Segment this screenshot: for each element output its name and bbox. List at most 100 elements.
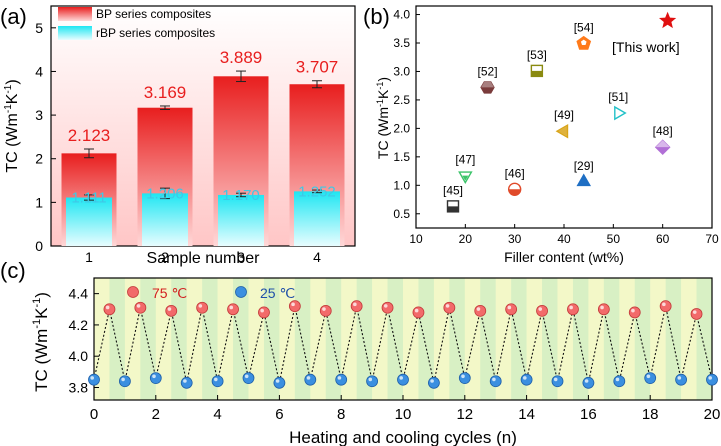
panel-c: 3.8 4.0 4.2 4.4 0 2 4 6 8 10 12 14 16 18 20 75 ℃ 25 ℃… <box>0 258 720 446</box>
panel-c-point-25c-highlight <box>306 376 311 380</box>
panel-c-point-75c <box>196 301 209 314</box>
panel-a-y-axis: 0 1 2 3 4 5 <box>35 20 56 254</box>
panel-c-point-75c-highlight <box>353 302 357 307</box>
panel-c-point-75c-highlight <box>291 302 295 307</box>
panel-a-bars <box>61 70 345 247</box>
panel-b-point-53-fill <box>531 70 543 77</box>
panel-c-point-75c <box>165 304 178 317</box>
panel-a-value-label-bp: 3.889 <box>220 48 263 67</box>
panel-c-point-25c-highlight <box>584 379 589 383</box>
panel-c-label: (c) <box>0 258 26 283</box>
panel-b-point-49-fill <box>558 126 567 137</box>
panel-c-x-tick-label: 2 <box>152 406 160 423</box>
panel-b-x-tick-label: 40 <box>557 232 571 246</box>
panel-c-point-75c-highlight <box>662 302 666 307</box>
panel-c-point-25c-highlight <box>492 377 496 382</box>
panel-a: 0 1 2 3 4 5 1 2 3 4 2.123 3.169 3.889 3.707 1.111 1.2… <box>0 4 356 267</box>
panel-c-x-axis-title: Heating and cooling cycles (n) <box>289 428 517 446</box>
panel-a-x-axis-title: Sample number <box>147 250 261 267</box>
panel-b-x-tick-label: 50 <box>607 232 621 246</box>
panel-b-point-54-label: [54] <box>574 21 594 35</box>
panel-a-data-labels: 2.123 3.169 3.889 3.707 1.111 1.206 1.170 1.252 <box>68 48 339 206</box>
panel-c-point-75c <box>350 300 363 313</box>
panel-c-point-75c-highlight <box>445 304 450 308</box>
panel-c-point-25c-highlight <box>399 376 404 380</box>
panel-c-band <box>696 278 713 400</box>
panel-c-point-25c-highlight <box>461 374 465 379</box>
legend-label-bp: BP series composites <box>96 7 211 21</box>
panel-c-point-25c-highlight <box>337 376 342 380</box>
panel-c-point-25c-highlight <box>368 377 373 382</box>
panel-c-point-25c-highlight <box>152 374 156 379</box>
panel-b-point-52 <box>480 81 495 94</box>
panel-b-x-tick-label: 20 <box>459 232 473 246</box>
panel-b-point-52-shade <box>481 81 495 88</box>
panel-b-point-51 <box>614 105 627 121</box>
panel-b: 0.51.01.52.02.53.03.54.0 10 20 30 40 50 60 70 … <box>363 4 719 265</box>
panel-c-point-25c-highlight <box>646 374 651 379</box>
panel-c-point-75c-highlight <box>383 304 388 308</box>
panel-b-point-47-fill <box>462 175 469 181</box>
panel-b-y-tick-label: 0.5 <box>393 207 410 221</box>
panel-b-x-tick-label: 30 <box>508 232 522 246</box>
panel-c-point-75c <box>443 301 456 314</box>
panel-c-y-tick-label: 3.8 <box>69 379 89 395</box>
panel-a-y-axis-title: TC (Wm-1K-1) <box>3 79 21 172</box>
panel-c-point-25c-highlight <box>214 377 218 382</box>
panel-c-point-75c-highlight <box>105 305 110 310</box>
panel-c-point-75c <box>597 303 610 316</box>
legend-label-25c: 25 ℃ <box>260 285 295 301</box>
panel-a-bar-rbp <box>218 194 264 246</box>
panel-c-point-25c <box>88 373 100 386</box>
panel-b-y-tick-label: 3.5 <box>393 36 410 50</box>
panel-a-value-label-bp: 3.169 <box>144 83 187 102</box>
panel-a-bar-rbp <box>294 191 340 246</box>
panel-a-y-tick-label: 0 <box>35 238 43 254</box>
panel-c-point-25c-highlight <box>523 376 527 380</box>
panel-c-y-tick-label: 4.2 <box>69 317 89 333</box>
panel-b-x-axis: 10 20 30 40 50 60 70 <box>409 224 719 246</box>
panel-c-point-25c-highlight <box>183 379 187 383</box>
panel-c-point-75c-highlight <box>600 305 604 310</box>
panel-a-x-tick-label: 1 <box>85 249 93 265</box>
panel-c-legend: 75 ℃ 25 ℃ <box>127 285 295 301</box>
panel-a-x-tick-label: 3 <box>237 249 245 265</box>
panel-c-y-axis: 3.8 4.0 4.2 4.4 <box>69 286 99 395</box>
legend-label-rbp: rBP series composites <box>96 26 215 40</box>
panel-c-point-75c-highlight <box>538 307 543 311</box>
legend-swatch-rbp <box>58 26 92 40</box>
panel-c-point-25c <box>397 373 409 386</box>
panel-c-point-75c <box>536 304 548 317</box>
panel-c-x-tick-label: 10 <box>395 406 412 423</box>
panel-a-x-tick-label: 4 <box>313 249 321 265</box>
panel-b-point-48-shade <box>655 140 670 148</box>
panel-a-value-label-bp: 2.123 <box>68 126 111 145</box>
panel-c-point-75c <box>659 300 672 313</box>
panel-a-y-tick-label: 5 <box>35 20 43 36</box>
panel-c-point-75c-highlight <box>507 305 512 310</box>
panel-c-point-25c-highlight <box>615 377 620 382</box>
panel-b-plot-frame <box>415 5 713 229</box>
panel-c-point-25c-highlight <box>677 376 682 380</box>
panel-c-point-25c <box>211 375 224 388</box>
panel-b-y-tick-label: 2.0 <box>393 121 410 135</box>
legend-swatch-bp <box>58 7 92 21</box>
panel-a-value-label-rbp: 1.111 <box>71 190 106 207</box>
panel-c-point-75c <box>227 303 239 316</box>
panel-c-point-75c <box>258 306 270 319</box>
legend-label-75c: 75 ℃ <box>152 285 187 301</box>
panel-b-x-tick-label: 60 <box>656 232 670 246</box>
panel-b-x-axis-title: Filler content (wt%) <box>504 249 624 265</box>
panel-c-point-25c <box>675 373 687 386</box>
panel-c-point-75c-highlight <box>229 305 234 310</box>
panel-c-point-25c <box>520 373 533 386</box>
panel-c-y-tick-label: 4.4 <box>69 286 89 302</box>
panel-b-y-axis-title: TC (Wm-1K-1) <box>375 77 391 159</box>
panel-c-point-75c <box>134 301 147 314</box>
panel-c-point-75c-highlight <box>322 307 326 311</box>
panel-c-point-25c <box>458 372 471 385</box>
panel-b-point-46-label: [46] <box>505 166 525 180</box>
panel-c-point-75c <box>505 303 518 316</box>
panel-c-point-75c-highlight <box>631 308 635 313</box>
panel-b-x-tick-label: 70 <box>705 232 719 246</box>
